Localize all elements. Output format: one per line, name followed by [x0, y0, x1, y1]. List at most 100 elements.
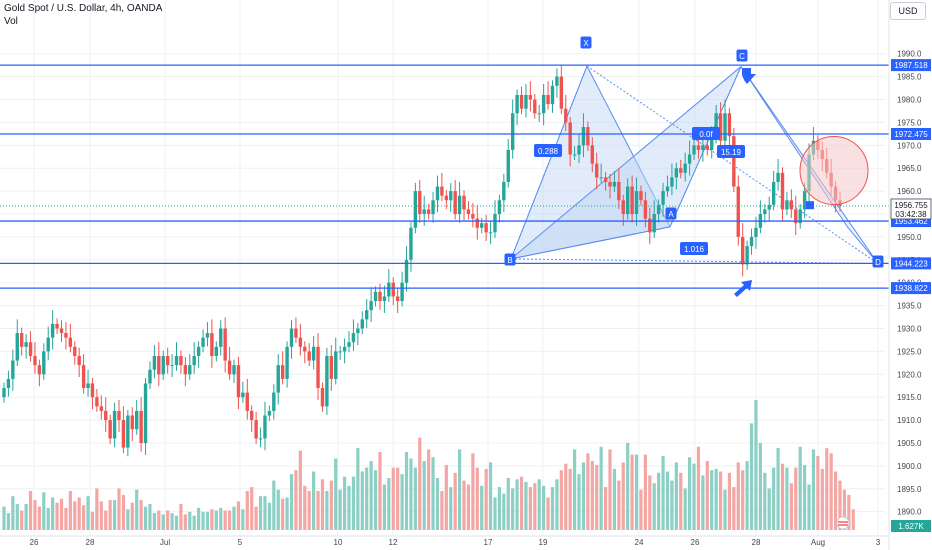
volume-bar: [396, 467, 400, 530]
candle-body: [192, 355, 196, 366]
volume-bar: [360, 471, 364, 530]
currency-selector[interactable]: USD: [890, 2, 926, 20]
candle-body: [794, 209, 798, 224]
volume-bar: [351, 476, 356, 530]
volume-bar: [427, 449, 431, 530]
price-axis: 1890.0 1895.0 1900.0 1905.0 1910.0 1915.0 1920…: [888, 0, 932, 550]
candle-body: [431, 200, 435, 215]
volume-bar: [342, 476, 347, 530]
volume-bar: [139, 500, 143, 530]
candle-body: [484, 223, 488, 233]
volume-bar: [55, 502, 59, 530]
candle-body: [528, 94, 533, 100]
volume-bar: [77, 497, 81, 530]
volume-bar: [807, 484, 811, 530]
volume-bar: [157, 510, 161, 530]
up-arrow-marker: [734, 280, 752, 297]
candle-body: [572, 154, 577, 156]
candle-body: [599, 177, 603, 179]
price-tick-label: 1960.0: [897, 187, 922, 196]
volume-bar: [373, 470, 378, 530]
time-tick-label: 19: [539, 538, 548, 547]
pattern-point-b-label: B: [507, 256, 512, 265]
candle-body: [104, 410, 108, 421]
volume-bar: [838, 480, 842, 530]
candle-body: [652, 214, 656, 233]
candle-body: [705, 145, 710, 150]
candle-body: [2, 388, 6, 398]
candle-body: [687, 154, 692, 164]
volume-bar: [816, 455, 820, 530]
candle-body: [510, 113, 515, 150]
volume-bar: [586, 453, 590, 530]
candle-body: [37, 365, 42, 375]
volume-bar: [595, 465, 599, 530]
candle-body: [157, 355, 161, 375]
volume-bar: [745, 461, 749, 530]
candle-body: [564, 108, 568, 123]
time-tick-label: 28: [752, 538, 761, 547]
candle-body: [643, 200, 648, 219]
candle-body: [457, 195, 462, 215]
candle-body: [15, 333, 19, 361]
volume-bar: [250, 487, 254, 530]
price-tick-label: 1950.0: [897, 233, 922, 242]
volume-bar: [524, 481, 528, 530]
volume-bar: [440, 491, 444, 530]
price-tick-label: 1965.0: [897, 164, 922, 173]
volume-bar: [223, 510, 227, 530]
volume-bar: [780, 463, 785, 530]
price-tick-label: 1890.0: [897, 508, 922, 517]
candle-body: [665, 186, 670, 192]
square-marker: [806, 201, 814, 210]
ratio-label: 0.288: [538, 147, 559, 156]
volume-bar: [546, 497, 550, 530]
volume-bar: [90, 511, 95, 530]
volume-bar: [825, 448, 829, 530]
volume-bar: [758, 442, 762, 530]
volume-bar: [705, 461, 709, 530]
candle-body: [745, 246, 749, 265]
volume-bar: [192, 515, 196, 530]
volume-bar: [152, 513, 156, 530]
candle-body: [409, 227, 413, 260]
volume-bar: [506, 478, 510, 530]
volume-bar: [400, 474, 404, 530]
pattern-diagonal-xd: [586, 65, 879, 264]
time-axis: 26 28 Jul 5 10 12 17 19 24 26 28 Aug 3: [0, 535, 889, 547]
price-tick-label: 1975.0: [897, 118, 922, 127]
candle-body: [497, 200, 502, 215]
volume-bar: [219, 507, 223, 530]
candle-body: [395, 296, 400, 302]
volume-bar: [64, 507, 68, 530]
volume-bar: [577, 474, 581, 530]
ratio-badge: [717, 145, 745, 158]
candle-body: [86, 383, 90, 389]
candle-body: [471, 214, 475, 219]
volume-bar: [701, 475, 705, 530]
candle-body: [241, 392, 245, 398]
volume-bar: [28, 491, 33, 530]
candle-body: [183, 365, 188, 375]
candle-body: [391, 282, 395, 297]
candle-body: [227, 360, 232, 375]
candle-body: [453, 191, 457, 215]
price-label-1944-bg: [891, 257, 931, 270]
volume-bar: [183, 514, 187, 530]
candle-body: [126, 415, 130, 448]
candle-body: [342, 346, 347, 352]
candle-body: [740, 236, 745, 265]
volume-bar: [710, 470, 714, 530]
volume-bar: [214, 510, 218, 530]
volume-bar: [741, 470, 745, 530]
volume-bar: [11, 496, 15, 530]
volume-bar: [387, 478, 391, 530]
time-tick-label: Jul: [160, 538, 170, 547]
ratio-badge: [680, 242, 708, 255]
volume-bar: [727, 472, 732, 530]
candle-body: [568, 122, 572, 155]
candle-body: [316, 346, 320, 389]
volume-bar: [754, 400, 758, 530]
volume-bar: [648, 475, 652, 530]
